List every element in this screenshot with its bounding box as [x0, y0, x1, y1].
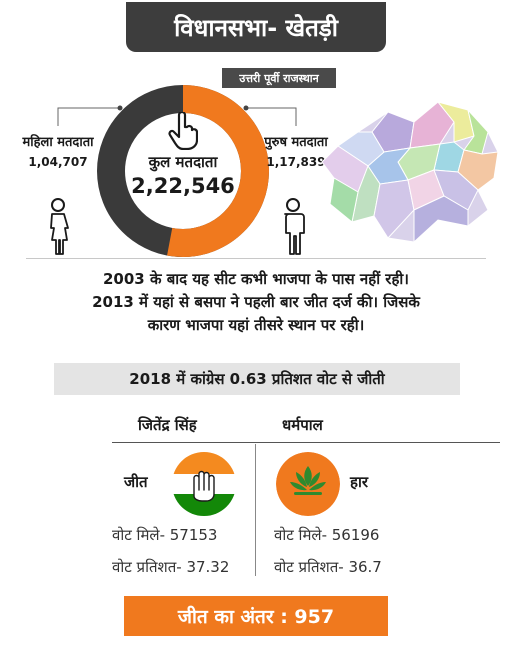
winner-percent: वोट प्रतिशत- 37.32	[112, 558, 230, 576]
male-voters-label: पुरुष मतदाता	[264, 135, 328, 150]
hand-pointer-icon	[168, 112, 198, 150]
donut-center: कुल मतदाता 2,22,546	[126, 112, 240, 230]
note-line-2: 2013 में यहां से बसपा ने पहली बार जीत दर…	[92, 293, 420, 311]
female-voters-label: महिला मतदाता	[22, 135, 94, 150]
voter-donut	[97, 85, 269, 257]
win-margin: जीत का अंतर : 957	[124, 596, 388, 636]
region-tag: उत्तरी पूर्वी राजस्थान	[222, 68, 336, 88]
candidates-header-line	[112, 442, 500, 443]
result-headline: 2018 में कांग्रेस 0.63 प्रतिशत वोट से जी…	[54, 363, 460, 395]
male-voters-value: 1,17,839	[266, 155, 326, 169]
total-voters-label: कुल मतदाता	[148, 153, 218, 171]
male-icon	[284, 198, 305, 255]
history-note: 2003 के बाद यह सीट कभी भाजपा के पास नहीं…	[20, 268, 492, 337]
runner-up-votes: वोट मिले- 56196	[274, 526, 380, 544]
winner-votes: वोट मिले- 57153	[112, 526, 218, 544]
female-voters-value: 1,04,707	[28, 155, 88, 169]
male-voters: पुरुष मतदाता 1,17,839	[262, 134, 330, 169]
column-divider	[255, 444, 256, 576]
note-line-3: कारण भाजपा यहां तीसरे स्थान पर रही।	[147, 316, 365, 334]
note-line-1: 2003 के बाद यह सीट कभी भाजपा के पास नहीं…	[103, 270, 409, 288]
female-icon	[50, 198, 69, 255]
total-voters-value: 2,22,546	[131, 174, 235, 198]
congress-hand-icon	[172, 452, 236, 516]
page-title: विधानसभा- खेतड़ी	[126, 2, 386, 52]
bjp-lotus-icon	[276, 452, 340, 516]
male-arc	[97, 85, 269, 257]
section-divider	[26, 258, 486, 259]
winner-outcome: जीत	[124, 473, 148, 491]
winner-name: जितेंद्र सिंह	[138, 416, 197, 434]
rajasthan-map	[321, 101, 499, 244]
runner-up-outcome: हार	[350, 473, 368, 491]
female-voters: महिला मतदाता 1,04,707	[22, 134, 94, 169]
runner-up-name: धर्मपाल	[282, 416, 323, 434]
runner-up-percent: वोट प्रतिशत- 36.7	[274, 558, 382, 576]
